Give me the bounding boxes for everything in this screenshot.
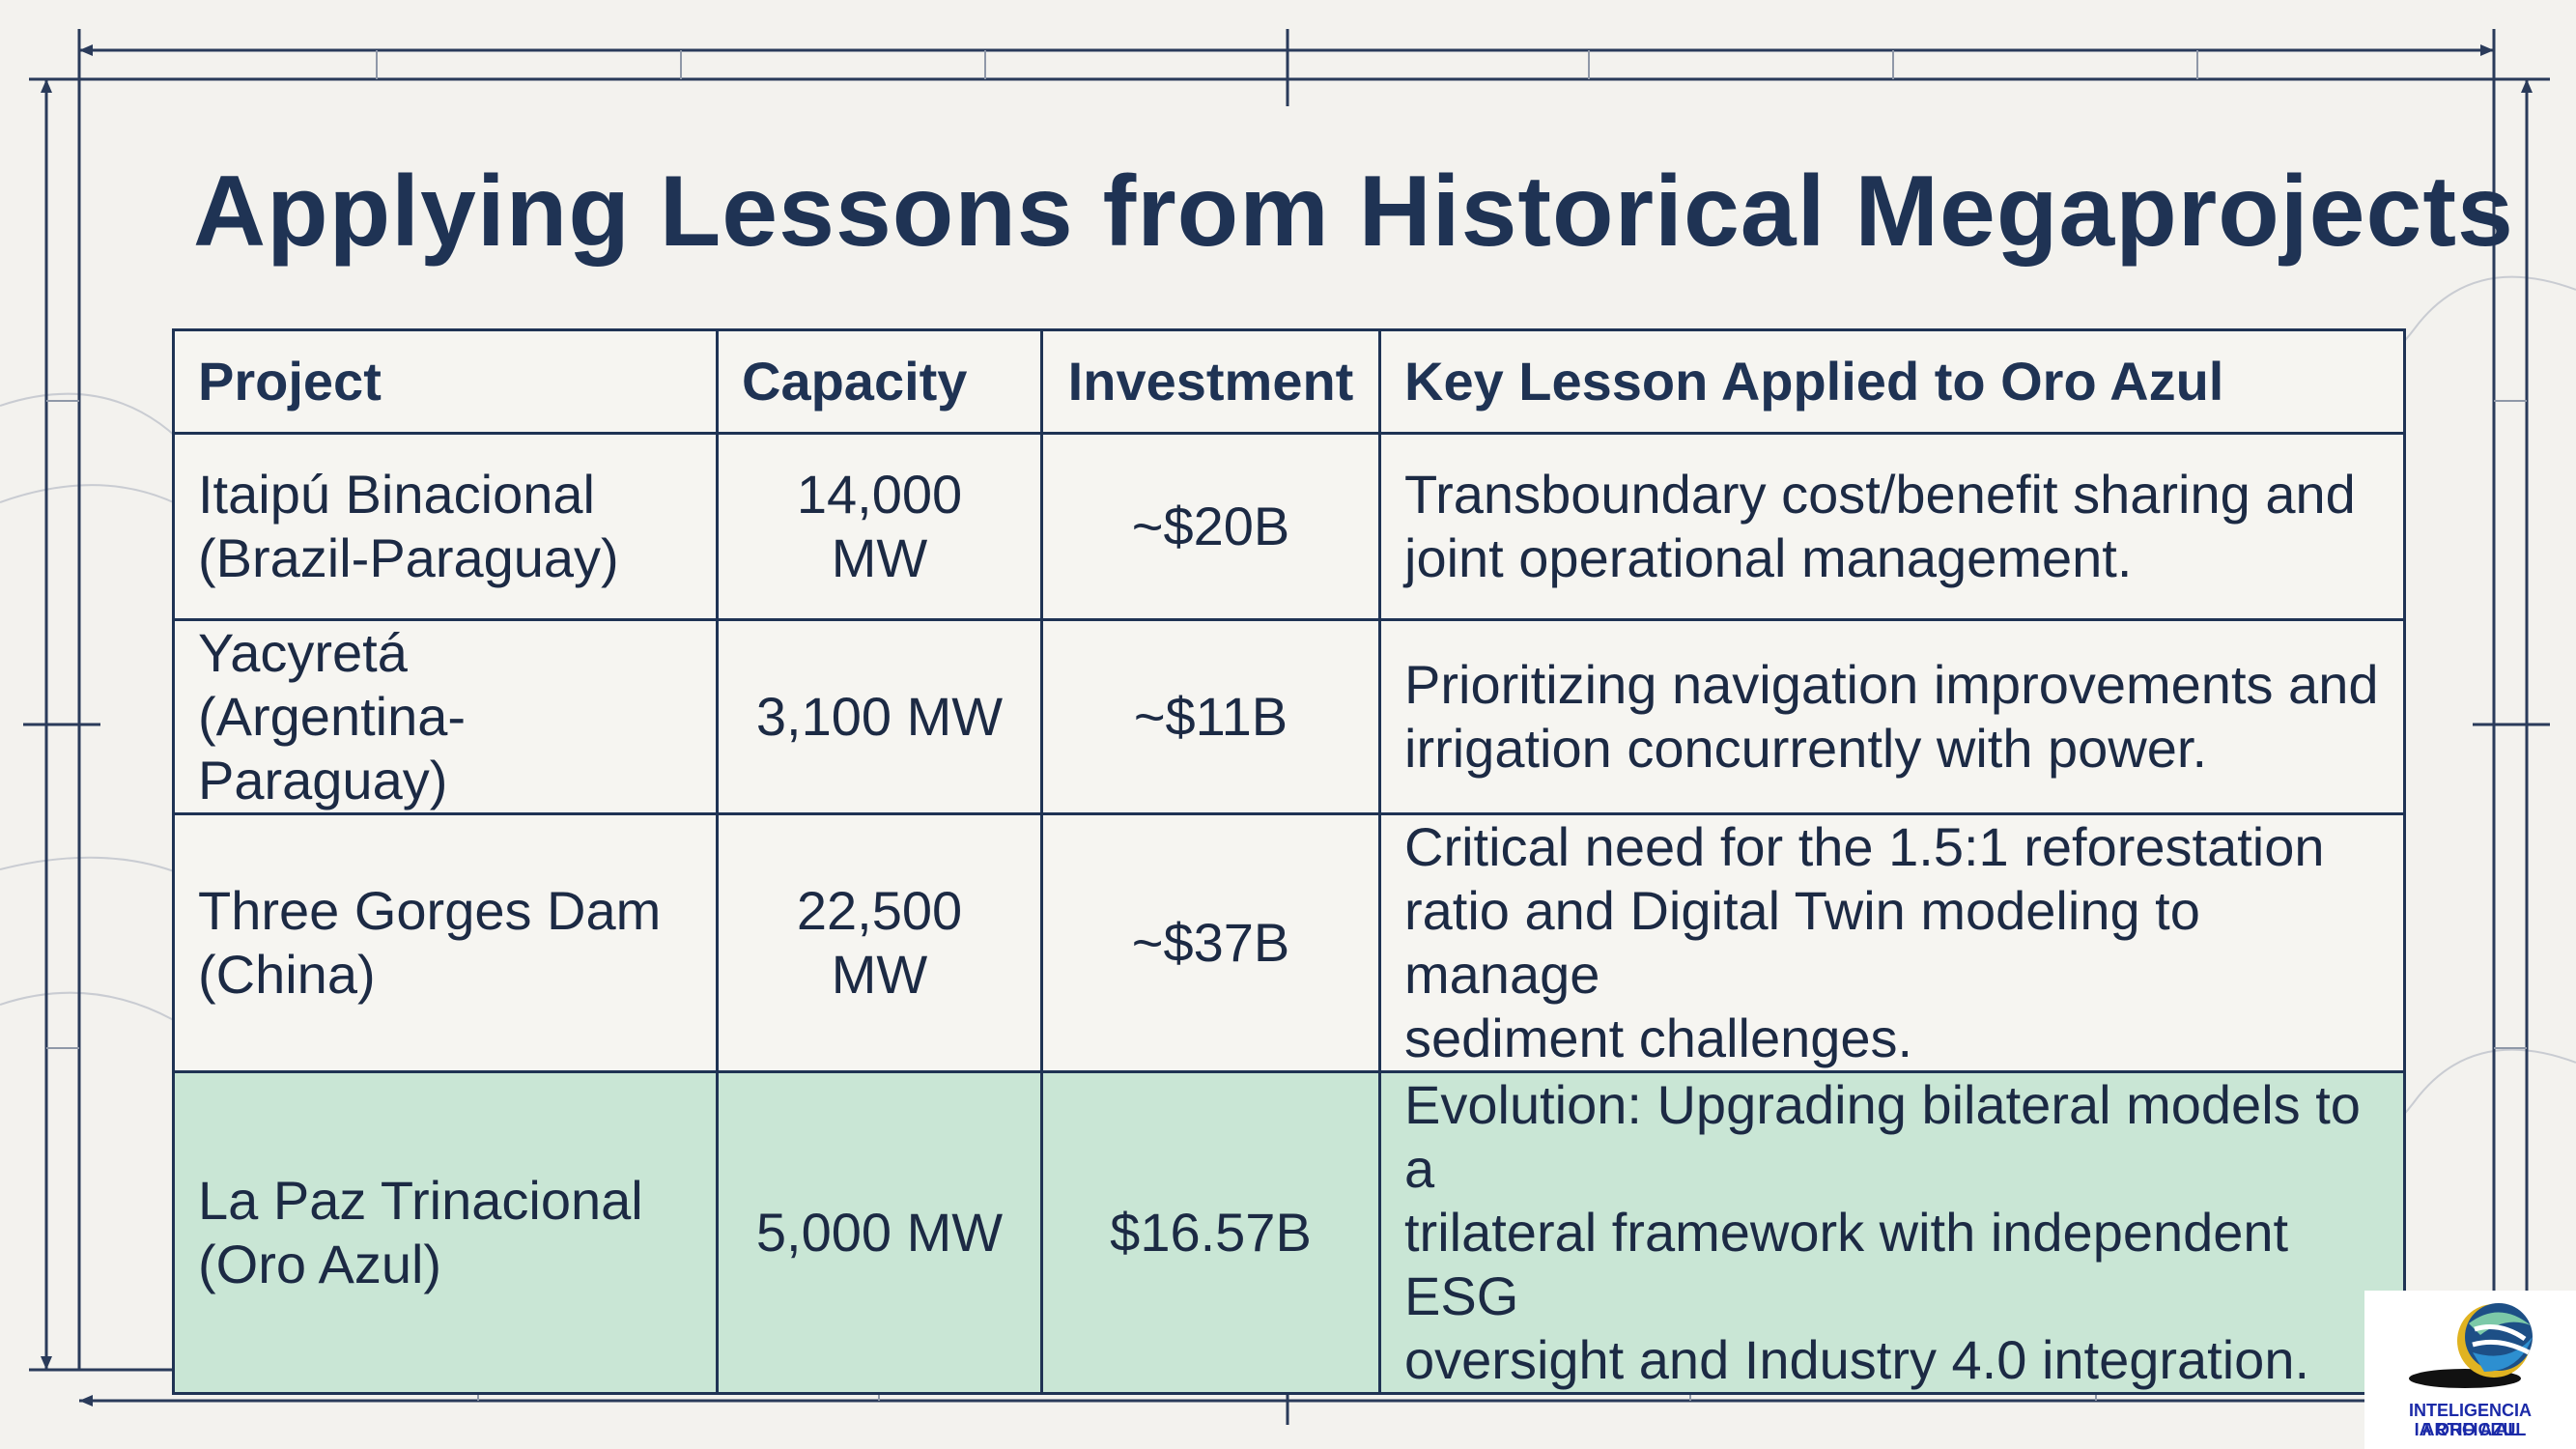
investment-cell: ~$20B <box>1040 432 1381 621</box>
investment-cell: $16.57B <box>1040 1070 1381 1395</box>
lesson-line: trilateral framework with independent ES… <box>1404 1202 2289 1326</box>
lesson-cell: Transboundary cost/benefit sharing and j… <box>1378 432 2406 621</box>
header-project: Project <box>172 328 719 435</box>
project-name: Yacyretá <box>198 622 408 683</box>
project-name: Itaipú Binacional <box>198 464 595 525</box>
header-investment: Investment <box>1040 328 1381 435</box>
lesson-line: oversight and Industry 4.0 integration. <box>1404 1329 2310 1390</box>
project-cell: Itaipú Binacional (Brazil-Paraguay) <box>172 432 719 621</box>
table-header-row: Project Capacity Investment Key Lesson A… <box>172 328 2406 435</box>
table-row: Itaipú Binacional (Brazil-Paraguay) 14,0… <box>172 432 2406 621</box>
project-region: (Argentina-Paraguay) <box>198 686 467 810</box>
logo: INTELIGENCIA ARTIFICIAL IA ORO AZUL <box>2364 1291 2576 1449</box>
lesson-line: Critical need for the 1.5:1 reforestatio… <box>1404 816 2325 877</box>
lesson-line: Prioritizing navigation improvements and <box>1404 654 2379 715</box>
project-region: (Oro Azul) <box>198 1234 442 1294</box>
lesson-cell: Evolution: Upgrading bilateral models to… <box>1378 1070 2406 1395</box>
logo-text-line2: IA ORO AZUL <box>2414 1420 2527 1439</box>
lesson-cell: Critical need for the 1.5:1 reforestatio… <box>1378 812 2406 1073</box>
lesson-line: sediment challenges. <box>1404 1008 1913 1068</box>
lesson-line: Transboundary cost/benefit sharing and <box>1404 464 2356 525</box>
table-row: Yacyretá (Argentina-Paraguay) 3,100 MW ~… <box>172 618 2406 815</box>
lesson-line: irrigation concurrently with power. <box>1404 718 2208 779</box>
project-cell: La Paz Trinacional (Oro Azul) <box>172 1070 719 1395</box>
capacity-cell: 5,000 MW <box>716 1070 1043 1395</box>
capacity-cell: 14,000 MW <box>716 432 1043 621</box>
project-name: La Paz Trinacional <box>198 1170 643 1231</box>
page-title: Applying Lessons from Historical Megapro… <box>193 156 2514 268</box>
lesson-line: ratio and Digital Twin modeling to manag… <box>1404 880 2200 1005</box>
lesson-line: joint operational management. <box>1404 527 2133 588</box>
logo-text-line1: INTELIGENCIA ARTIFICIAL <box>2408 1401 2532 1439</box>
capacity-cell: 22,500 MW <box>716 812 1043 1073</box>
header-capacity: Capacity <box>716 328 1043 435</box>
table-row-highlight: La Paz Trinacional (Oro Azul) 5,000 MW $… <box>172 1070 2406 1395</box>
investment-cell: ~$11B <box>1040 618 1381 815</box>
lesson-cell: Prioritizing navigation improvements and… <box>1378 618 2406 815</box>
lessons-table: Project Capacity Investment Key Lesson A… <box>172 328 2406 1395</box>
table-row: Three Gorges Dam (China) 22,500 MW ~$37B… <box>172 812 2406 1073</box>
project-name: Three Gorges Dam <box>198 880 662 941</box>
investment-cell: ~$37B <box>1040 812 1381 1073</box>
header-key-lesson: Key Lesson Applied to Oro Azul <box>1378 328 2406 435</box>
project-cell: Three Gorges Dam (China) <box>172 812 719 1073</box>
project-region: (Brazil-Paraguay) <box>198 527 619 588</box>
project-region: (China) <box>198 944 376 1005</box>
capacity-cell: 3,100 MW <box>716 618 1043 815</box>
globe-swoosh-icon <box>2409 1303 2533 1388</box>
lesson-line: Evolution: Upgrading bilateral models to… <box>1404 1074 2361 1199</box>
project-cell: Yacyretá (Argentina-Paraguay) <box>172 618 719 815</box>
